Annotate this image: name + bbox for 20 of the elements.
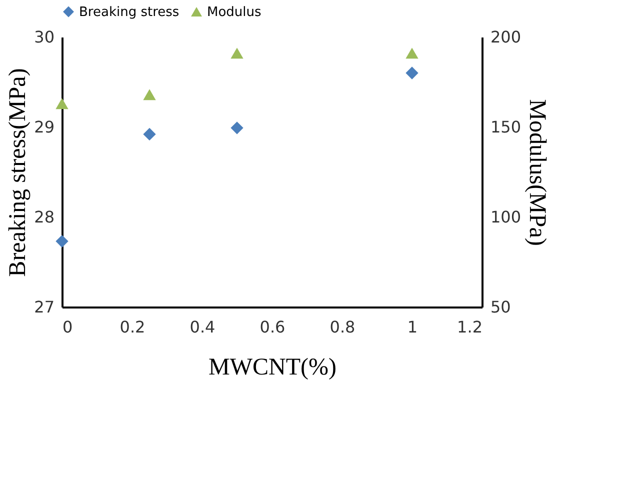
y2-tick-label: 100: [490, 208, 522, 226]
y2-tick-label: 200: [490, 28, 522, 46]
y-tick-label: 27: [34, 298, 54, 316]
y-tick-label: 29: [34, 118, 54, 136]
x-tick-label: 0.2: [120, 318, 146, 336]
y2-tick-label: 150: [490, 118, 522, 136]
y2-axis-title: Modulus(MPa): [524, 99, 550, 246]
y2-tick-label: 50: [490, 298, 511, 316]
x-axis-title: MWCNT(%): [208, 354, 336, 380]
x-tick-label: 0.6: [260, 318, 286, 336]
y-tick-label: 28: [34, 208, 54, 226]
y-tick-label: 30: [34, 28, 54, 46]
x-tick-label: 0: [62, 318, 73, 336]
y-axis-title: Breaking stress(MPa): [5, 68, 32, 277]
x-tick-label: 0.4: [190, 318, 216, 336]
x-tick-label: 0.8: [330, 318, 356, 336]
legend-label: Modulus: [207, 4, 262, 20]
x-tick-label: 1.2: [457, 318, 482, 336]
legend-label: Breaking stress: [79, 4, 180, 20]
x-tick-label: 1: [407, 318, 418, 336]
